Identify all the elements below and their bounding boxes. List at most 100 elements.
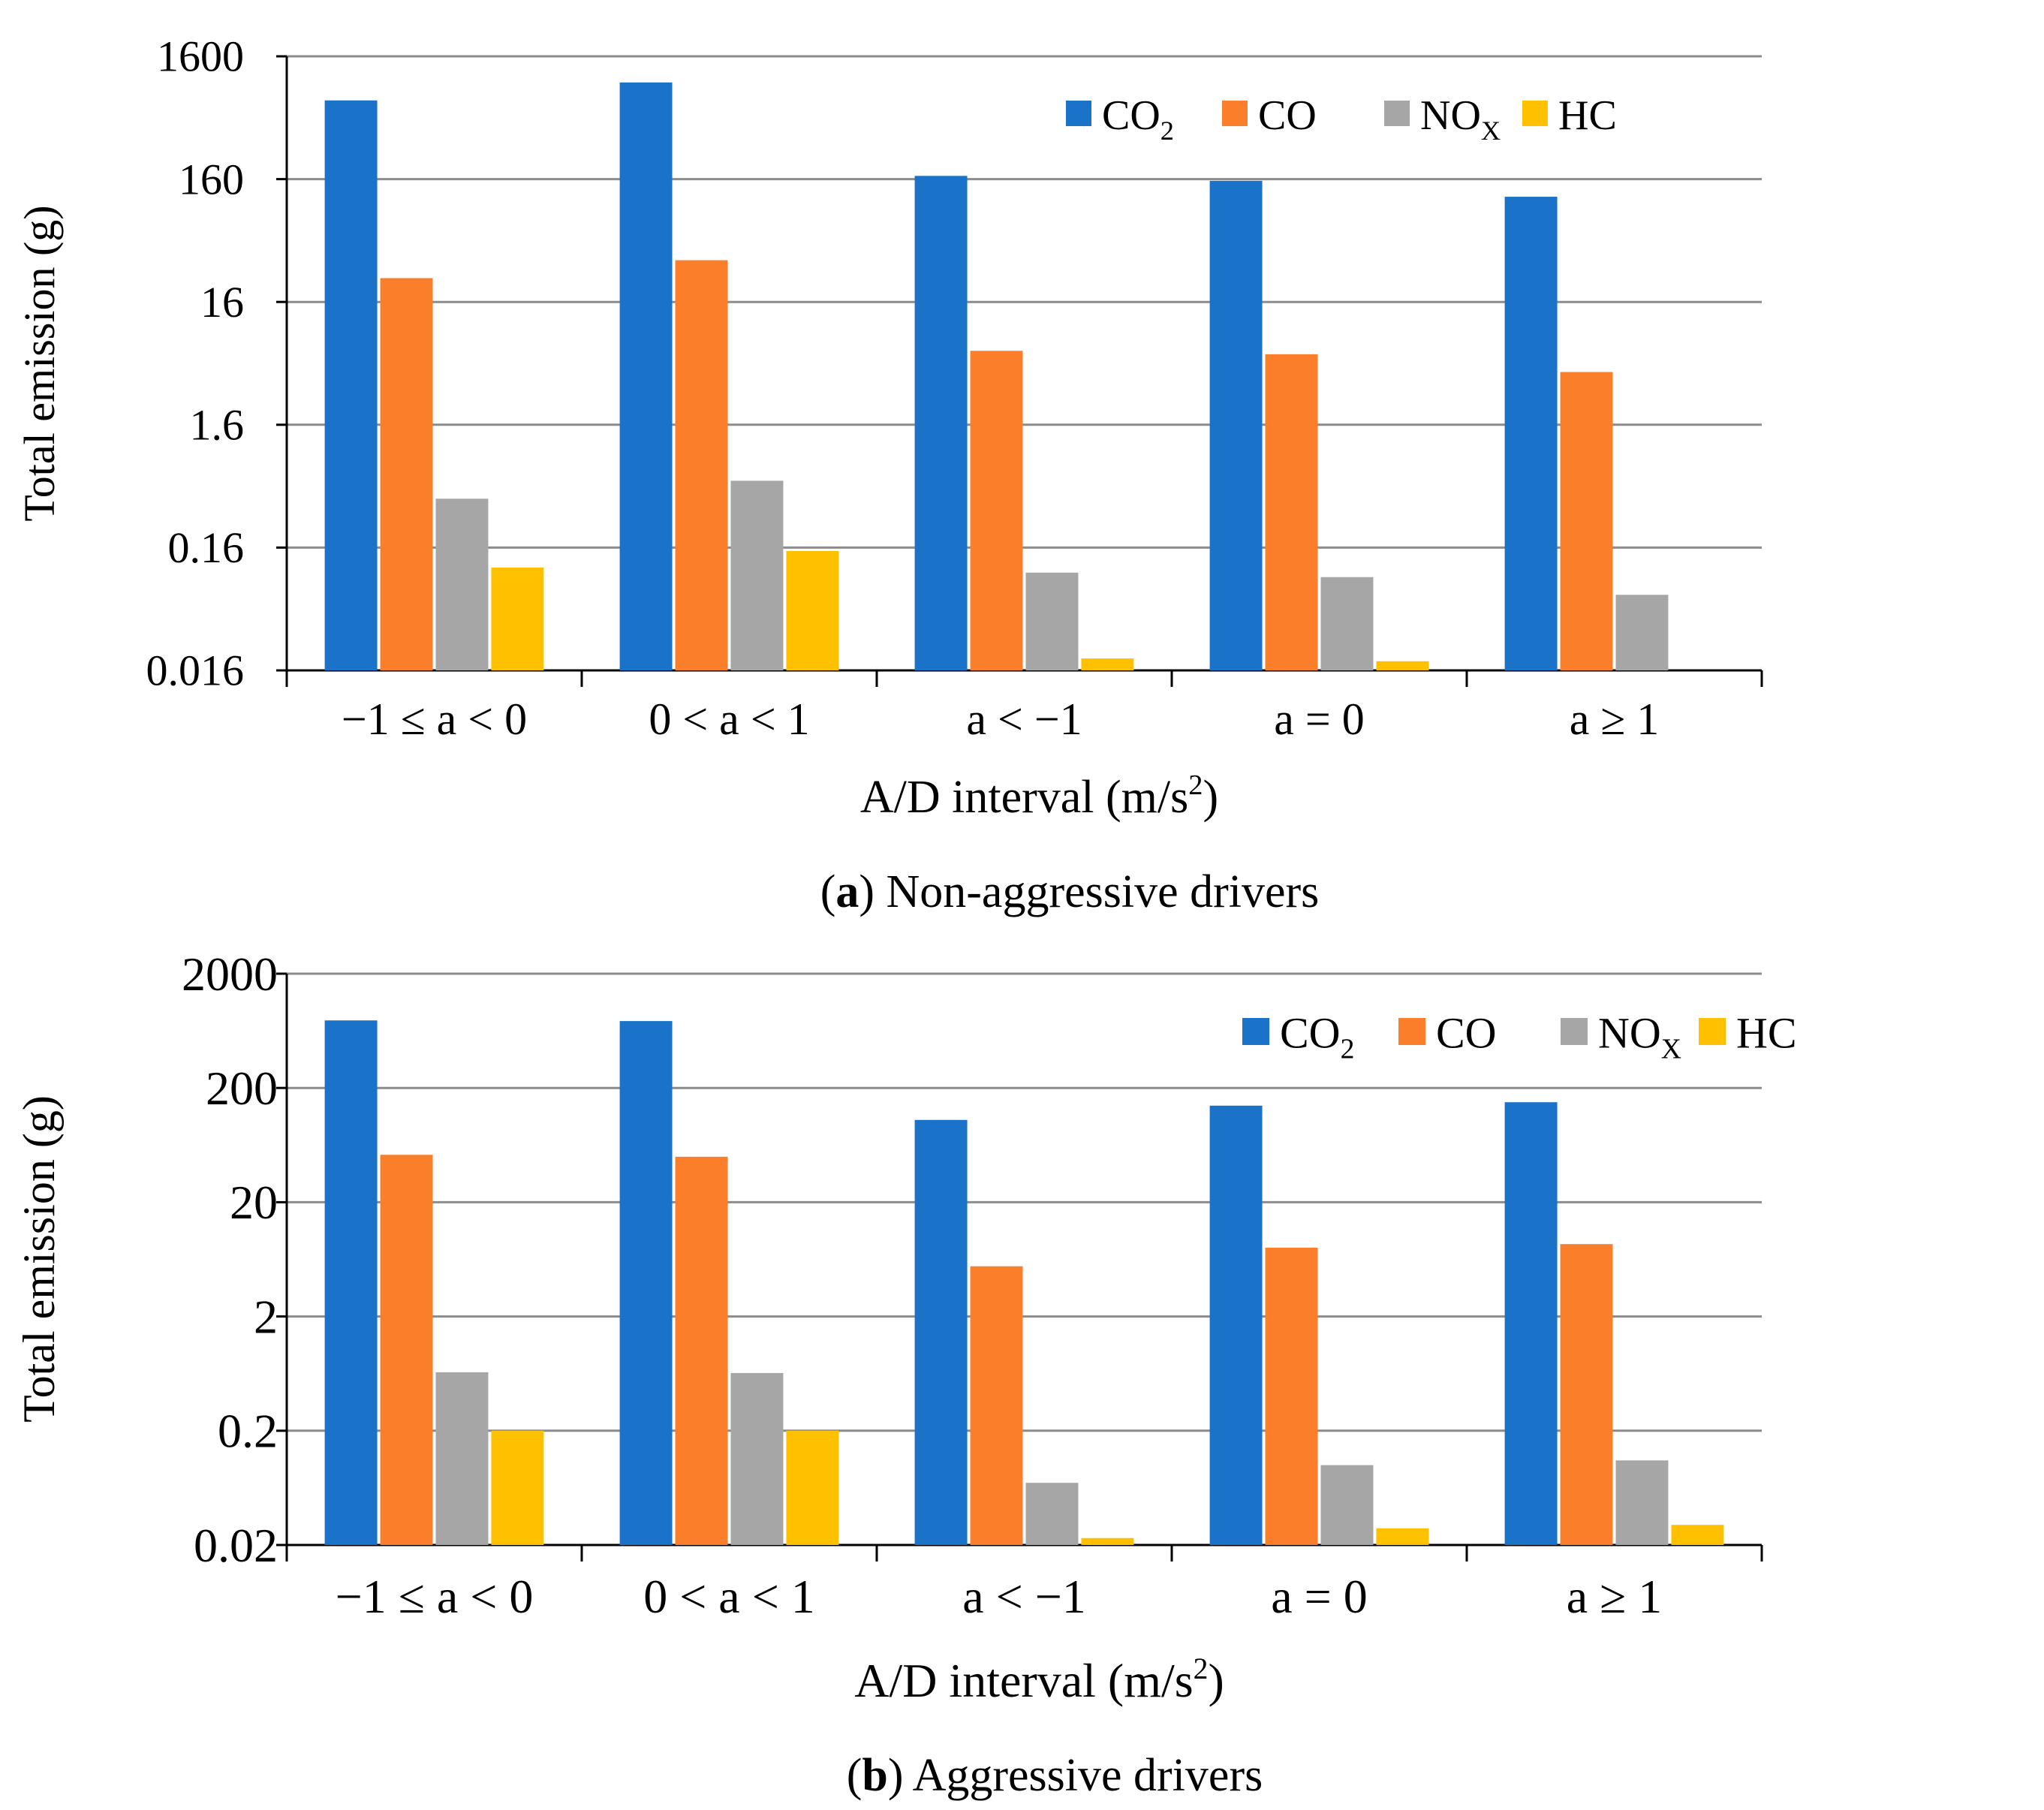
- bar-hc: [1671, 1525, 1724, 1545]
- bar-nox: [1025, 1483, 1079, 1545]
- x-axis-label-close: ): [1203, 772, 1218, 823]
- legend-label-main: HC: [1558, 92, 1617, 139]
- bar-co: [1265, 1247, 1318, 1545]
- y-tick-label: 0.02: [194, 1519, 278, 1572]
- legend-label-main: CO: [1436, 1008, 1497, 1057]
- caption-a-text: ) Non-aggressive drivers: [859, 866, 1319, 917]
- bar-nox: [730, 480, 784, 670]
- legend-label-main: CO: [1258, 92, 1317, 139]
- bar-hc: [1081, 1537, 1134, 1545]
- bar-co2: [1504, 1102, 1558, 1545]
- bar-hc: [786, 550, 839, 670]
- bar-nox: [730, 1372, 784, 1545]
- x-tick-label: a < −1: [966, 694, 1082, 744]
- x-axis-label: A/D interval (m/s2): [854, 1652, 1224, 1707]
- x-tick-label: a = 0: [1271, 1570, 1368, 1623]
- x-axis-label-sup: 2: [1194, 1652, 1209, 1685]
- bar-nox: [1320, 1465, 1374, 1545]
- bar-co: [380, 1155, 433, 1545]
- legend: CO2 CO NOX HC: [1066, 92, 1617, 146]
- x-tick-label: a < −1: [962, 1570, 1086, 1623]
- legend-swatch-hc: [1522, 101, 1548, 126]
- y-tick-label: 0.2: [218, 1405, 278, 1458]
- x-tick-label: a = 0: [1274, 694, 1364, 744]
- bar-nox: [1615, 1460, 1669, 1545]
- y-tick-label: 20: [230, 1176, 278, 1229]
- bar-co: [970, 351, 1023, 670]
- x-axis-label: A/D interval (m/s2): [860, 769, 1218, 823]
- legend-label-nox: NOX: [1420, 92, 1501, 146]
- y-tick-label: 2000: [182, 947, 278, 1001]
- caption-b-text: ) Aggressive drivers: [888, 1750, 1263, 1801]
- x-tick-label: 0 < a < 1: [649, 694, 809, 744]
- x-tick-label: a ≥ 1: [1567, 1570, 1663, 1623]
- y-tick-label: 2: [254, 1290, 278, 1343]
- legend-label-sub: X: [1661, 1033, 1681, 1065]
- bar-co2: [1209, 180, 1263, 670]
- bar-hc: [1376, 661, 1429, 670]
- bar-co2: [324, 100, 378, 671]
- bar-co2: [914, 176, 968, 670]
- legend-label-main: CO: [1102, 92, 1160, 139]
- x-axis-label-main: A/D interval (m/s: [854, 1654, 1193, 1707]
- bar-nox: [435, 498, 489, 670]
- caption-b: (b) Aggressive drivers: [847, 1750, 1263, 1801]
- legend-label-co: CO: [1258, 92, 1317, 139]
- bar-co: [675, 260, 728, 671]
- y-tick-label: 200: [206, 1062, 278, 1115]
- bar-nox: [1025, 572, 1079, 670]
- y-tick-label: 1600: [157, 32, 244, 81]
- bar-hc: [1081, 658, 1134, 670]
- legend-label-sub: 2: [1341, 1033, 1355, 1065]
- y-axis-label: Total emission (g): [15, 205, 64, 521]
- legend-swatch-co2: [1242, 1018, 1269, 1045]
- bar-co2: [1504, 197, 1558, 671]
- legend: CO2 CO NOX HC: [1242, 1008, 1797, 1065]
- bar-nox: [1320, 577, 1374, 670]
- legend-label-main: CO: [1280, 1008, 1341, 1057]
- bar-co: [380, 278, 433, 670]
- bar-co: [1560, 1244, 1613, 1545]
- legend-label-sub: X: [1481, 116, 1501, 146]
- legend-label-sub: 2: [1160, 116, 1174, 146]
- legend-label-co2: CO2: [1102, 92, 1174, 146]
- caption-b-letter: b: [862, 1750, 887, 1801]
- bar-hc: [491, 568, 544, 670]
- y-axis-label: Total emission (g): [14, 1095, 64, 1423]
- legend-label-co2: CO2: [1280, 1008, 1354, 1065]
- legend-label-main: NO: [1598, 1008, 1661, 1057]
- x-tick-label: 0 < a < 1: [643, 1570, 815, 1623]
- bar-co: [675, 1156, 728, 1545]
- legend-swatch-nox: [1384, 101, 1410, 126]
- bar-co: [970, 1266, 1023, 1545]
- legend-label-main: HC: [1736, 1008, 1797, 1057]
- y-tick-label: 160: [179, 155, 244, 203]
- legend-swatch-co: [1222, 101, 1248, 126]
- caption-a-letter: a: [835, 866, 859, 917]
- bar-co2: [1209, 1105, 1263, 1545]
- chart-panel-b: 0.02 0.2 2 20 200 2000 −1 ≤ a < 0 0 < a < 1 a < …: [14, 947, 1797, 1707]
- bar-nox: [435, 1372, 489, 1545]
- bar-co2: [914, 1119, 968, 1545]
- legend-swatch-co: [1398, 1018, 1425, 1045]
- y-tick-label: 1.6: [190, 401, 245, 450]
- x-tick-label: −1 ≤ a < 0: [342, 694, 527, 744]
- x-tick-label: −1 ≤ a < 0: [336, 1570, 534, 1623]
- bar-nox: [1615, 595, 1669, 670]
- y-tick-label: 0.16: [168, 523, 245, 572]
- y-tick-label: 0.016: [146, 646, 245, 695]
- bar-hc: [1376, 1528, 1429, 1545]
- bar-co2: [619, 82, 673, 670]
- x-tick-label: a ≥ 1: [1570, 694, 1660, 744]
- legend-label-hc: HC: [1558, 92, 1617, 139]
- bar-co: [1265, 354, 1318, 670]
- bar-co2: [619, 1021, 673, 1545]
- legend-swatch-hc: [1699, 1018, 1726, 1045]
- x-axis-label-sup: 2: [1188, 769, 1203, 801]
- x-axis-label-close: ): [1209, 1654, 1224, 1707]
- bar-hc: [786, 1430, 839, 1545]
- legend-label-main: NO: [1420, 92, 1481, 139]
- legend-swatch-nox: [1561, 1018, 1588, 1045]
- x-axis-label-main: A/D interval (m/s: [860, 772, 1188, 823]
